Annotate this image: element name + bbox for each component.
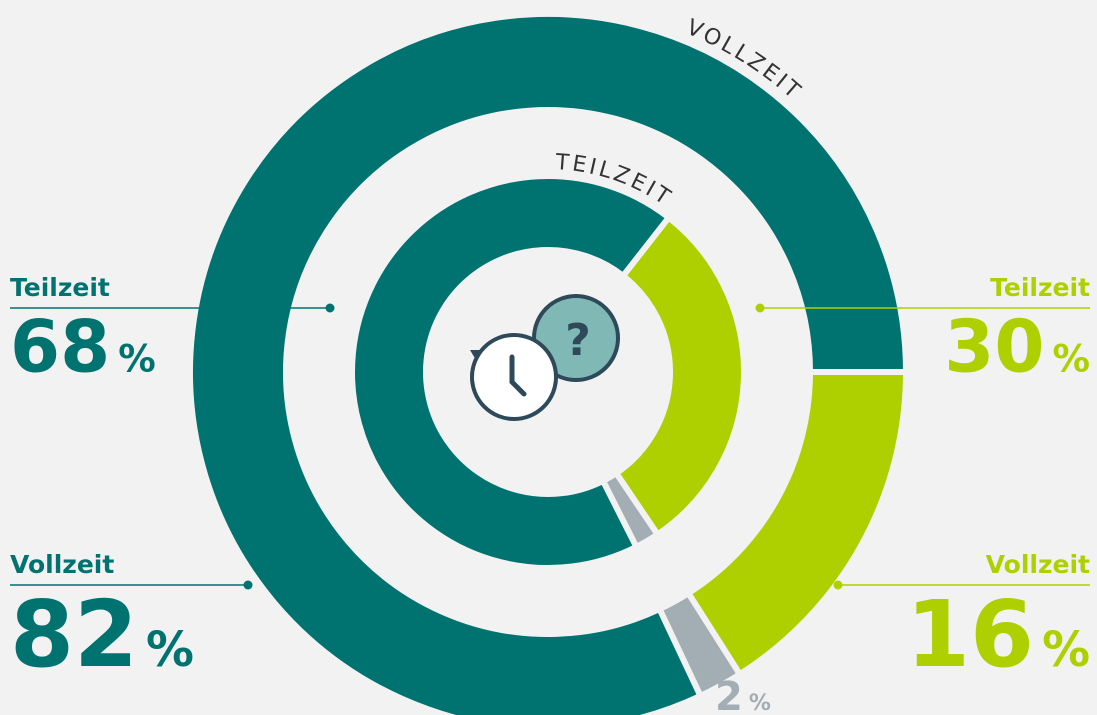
callout-dot xyxy=(325,303,335,313)
value-number: 68 xyxy=(10,304,110,388)
callout-label: Vollzeit xyxy=(986,550,1090,579)
callout-dot xyxy=(243,580,253,590)
value-unit: % xyxy=(1042,623,1090,678)
value-label: 2% xyxy=(715,674,771,715)
value-unit: % xyxy=(749,691,771,715)
value-unit: % xyxy=(1053,336,1091,380)
value-label: 16% xyxy=(906,581,1090,688)
callout-dot xyxy=(755,303,765,313)
value-number: 16 xyxy=(906,581,1034,688)
value-label: 82% xyxy=(10,581,194,688)
value-unit: % xyxy=(146,623,194,678)
donut-segment xyxy=(187,11,910,715)
value-number: 2 xyxy=(715,674,743,715)
value-number: 82 xyxy=(10,581,138,688)
value-label: 68% xyxy=(10,304,156,388)
callout-label: Teilzeit xyxy=(10,273,110,302)
callout-label: Teilzeit xyxy=(990,273,1090,302)
donut-segment xyxy=(349,173,673,571)
value-unit: % xyxy=(118,336,156,380)
clock-hands xyxy=(509,354,527,397)
callout-dot xyxy=(833,580,843,590)
center-icon: ? xyxy=(470,294,620,421)
question-mark: ? xyxy=(565,315,591,366)
clock-arrow xyxy=(470,350,482,360)
value-number: 30 xyxy=(944,304,1044,388)
donut-segment xyxy=(612,213,747,539)
callout-label: Vollzeit xyxy=(10,550,114,579)
value-label: 30% xyxy=(944,304,1090,388)
